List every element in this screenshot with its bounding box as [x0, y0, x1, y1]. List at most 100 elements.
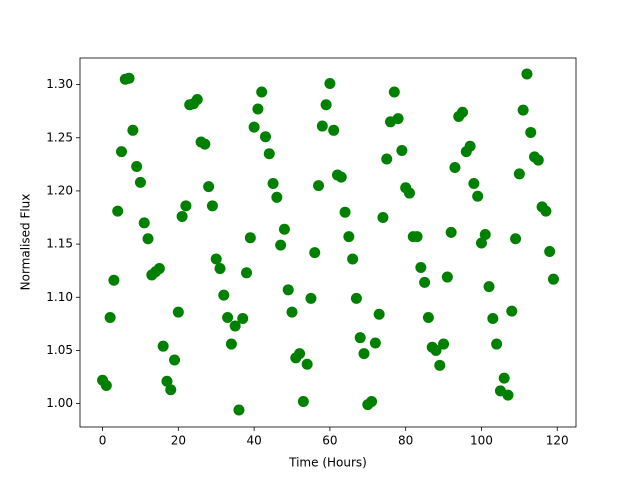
- scatter-point: [157, 340, 169, 352]
- scatter-point: [278, 223, 290, 235]
- scatter-point: [415, 261, 427, 273]
- scatter-point: [301, 358, 313, 370]
- scatter-point: [464, 140, 476, 152]
- scatter-point: [483, 281, 495, 293]
- x-tick-label: 20: [171, 434, 186, 448]
- scatter-point: [411, 231, 423, 243]
- scatter-point: [229, 320, 241, 332]
- scatter-point: [100, 380, 112, 392]
- y-tick-label: 1.20: [46, 183, 73, 197]
- scatter-point: [252, 103, 264, 115]
- scatter-point: [320, 99, 332, 111]
- scatter-point: [297, 395, 309, 407]
- scatter-point: [237, 313, 249, 325]
- x-tick-label: 0: [99, 434, 107, 448]
- y-tick-label: 1.25: [46, 130, 73, 144]
- scatter-point: [316, 120, 328, 132]
- x-tick-label: 60: [322, 434, 337, 448]
- axes-frame: [79, 57, 577, 428]
- scatter-point: [487, 313, 499, 325]
- scatter-point: [263, 148, 275, 160]
- scatter-point: [328, 124, 340, 136]
- y-tick-label: 1.10: [46, 290, 73, 304]
- scatter-point: [138, 217, 150, 229]
- scatter-point: [104, 311, 116, 323]
- scatter-point: [199, 138, 211, 150]
- scatter-point: [305, 292, 317, 304]
- scatter-point: [161, 375, 173, 387]
- scatter-point: [233, 404, 245, 416]
- scatter-point: [430, 344, 442, 356]
- scatter-point: [115, 146, 127, 158]
- scatter-point: [165, 384, 177, 396]
- x-tick-label: 100: [470, 434, 493, 448]
- scatter-point: [491, 338, 503, 350]
- scatter-point: [457, 106, 469, 118]
- scatter-point: [479, 229, 491, 241]
- scatter-point: [544, 246, 556, 258]
- scatter-point: [206, 200, 218, 212]
- scatter-point: [343, 231, 355, 243]
- scatter-point: [532, 154, 544, 166]
- x-tick-label: 120: [546, 434, 569, 448]
- scatter-point: [222, 311, 234, 323]
- scatter-point: [127, 124, 139, 136]
- scatter-point: [225, 338, 237, 350]
- scatter-point: [438, 338, 450, 350]
- scatter-point: [153, 263, 165, 275]
- scatter-point: [180, 200, 192, 212]
- scatter-point: [358, 348, 370, 360]
- scatter-point: [350, 292, 362, 304]
- scatter-point: [369, 337, 381, 349]
- scatter-point: [294, 348, 306, 360]
- scatter-point: [244, 232, 256, 244]
- scatter-point: [218, 289, 230, 301]
- scatter-point: [214, 263, 226, 275]
- x-tick-label: 40: [246, 434, 261, 448]
- scatter-point: [396, 145, 408, 157]
- scatter-point: [422, 311, 434, 323]
- scatter-point: [498, 372, 510, 384]
- y-tick-label: 1.30: [46, 77, 73, 91]
- scatter-point: [381, 153, 393, 165]
- y-tick-label: 1.05: [46, 343, 73, 357]
- scatter-point: [388, 86, 400, 98]
- scatter-point: [309, 247, 321, 259]
- scatter-point: [256, 86, 268, 98]
- scatter-point: [172, 306, 184, 318]
- scatter-point: [210, 253, 222, 265]
- scatter-point: [373, 308, 385, 320]
- scatter-point: [354, 332, 366, 344]
- scatter-point: [313, 180, 325, 192]
- scatter-point: [347, 253, 359, 265]
- scatter-point: [510, 233, 522, 245]
- scatter-point: [248, 121, 260, 133]
- scatter-point: [403, 187, 415, 199]
- scatter-point: [506, 305, 518, 317]
- scatter-point: [366, 395, 378, 407]
- scatter-point: [176, 210, 188, 222]
- y-axis-label: Normalised Flux: [19, 194, 33, 291]
- scatter-point: [131, 160, 143, 172]
- y-tick-label: 1.15: [46, 237, 73, 251]
- plot-area: [80, 58, 576, 427]
- scatter-point: [108, 274, 120, 286]
- scatter-point: [324, 78, 336, 90]
- scatter-point: [502, 389, 514, 401]
- scatter-point: [468, 177, 480, 189]
- scatter-point: [517, 104, 529, 116]
- scatter-point: [267, 177, 279, 189]
- scatter-point: [513, 168, 525, 180]
- scatter-point: [142, 233, 154, 245]
- scatter-point: [134, 176, 146, 188]
- scatter-point: [449, 162, 461, 174]
- scatter-point: [419, 276, 431, 288]
- scatter-point: [282, 284, 294, 296]
- scatter-point: [169, 354, 181, 366]
- scatter-point: [377, 212, 389, 224]
- scatter-point: [540, 205, 552, 217]
- scatter-point: [441, 271, 453, 283]
- scatter-point: [275, 239, 287, 251]
- scatter-point: [123, 72, 135, 84]
